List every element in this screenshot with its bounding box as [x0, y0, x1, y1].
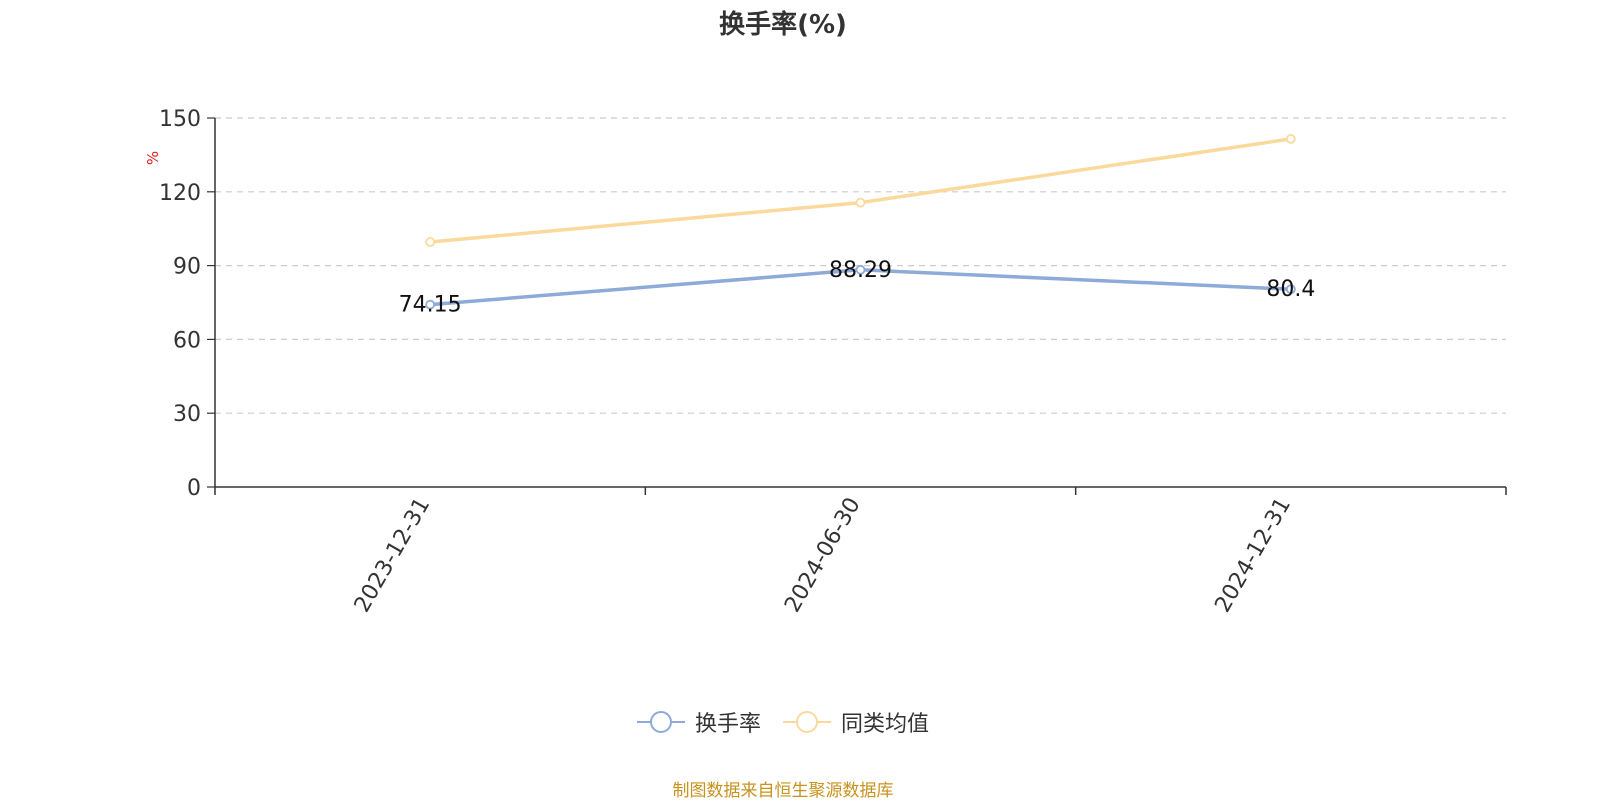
legend-item[interactable]: 同类均值	[783, 706, 929, 738]
data-labels: 74.15 88.29 80.4	[399, 258, 1316, 318]
data-point	[1285, 134, 1296, 144]
legend-swatch-icon	[783, 711, 831, 733]
y-tick-label: 150	[159, 107, 201, 132]
legend-label: 换手率	[694, 712, 761, 737]
y-axis-label: %	[144, 151, 162, 165]
data-point	[855, 264, 866, 275]
data-point	[855, 197, 866, 208]
y-tick-label: 120	[159, 181, 201, 206]
x-tick-label: 2024-06-30	[780, 494, 866, 617]
legend-label: 同类均值	[841, 712, 930, 737]
chart-title: 换手率(%)	[719, 10, 847, 40]
source-note: 制图数据来自恒生聚源数据库	[672, 781, 894, 801]
data-point	[425, 299, 436, 310]
axes: 0 30 60 90 120 150% 2023-12-31 2024-06-30 2024-1…	[144, 107, 1507, 617]
y-tick-label: 60	[173, 328, 201, 353]
y-tick-label: 30	[173, 402, 201, 427]
data-label: 74.15	[399, 293, 462, 318]
legend-swatch-icon	[636, 711, 685, 733]
x-tick-label: 2023-12-31	[350, 494, 436, 617]
y-tick-label: 0	[187, 476, 201, 501]
line-chart: 0 30 60 90 120 150% 2023-12-31 2024-06-30 2024-1…	[144, 107, 1507, 617]
data-point	[1285, 284, 1296, 295]
data-label: 88.29	[829, 258, 892, 283]
data-label: 80.4	[1266, 277, 1315, 302]
data-point	[425, 237, 436, 247]
series-lines	[425, 134, 1296, 310]
x-tick-label: 2024-12-31	[1210, 494, 1296, 617]
legend-item[interactable]: 换手率	[636, 706, 761, 738]
y-tick-label: 90	[173, 255, 201, 280]
series-line	[430, 137, 1292, 244]
legend: 换手率 同类均值	[0, 706, 1566, 738]
